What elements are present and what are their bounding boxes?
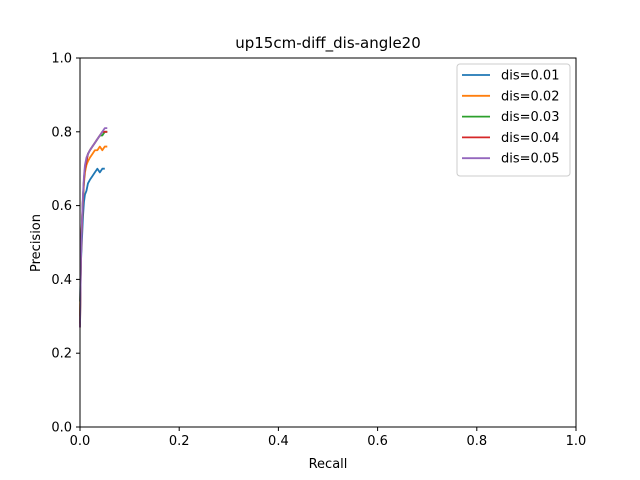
y-tick-label: 0.8 (51, 125, 72, 140)
x-tick-label: 0.8 (466, 434, 487, 449)
plot-area: 0.0 0.2 0.4 0.6 0.8 1.0 0.0 0.2 0.4 0.6 0.8 1.0 (51, 52, 586, 450)
y-tick-label: 0.4 (51, 273, 72, 288)
y-tick-label: 0.6 (51, 199, 72, 214)
legend-label: dis=0.03 (501, 110, 559, 125)
legend-label: dis=0.05 (501, 152, 559, 167)
series-line-5 (79, 127, 108, 328)
legend: dis=0.01 dis=0.02 dis=0.03 dis=0.04 dis=0.05 (456, 63, 571, 177)
x-tick-label: 0.6 (367, 434, 388, 449)
y-tick-label: 0.2 (51, 347, 72, 362)
y-tick-label: 0.0 (51, 421, 72, 436)
axes-frame (79, 57, 577, 428)
legend-box (456, 63, 571, 177)
legend-label: dis=0.02 (501, 89, 559, 104)
chart-title: up15cm-diff_dis-angle20 (235, 34, 421, 53)
y-tick-label: 1.0 (51, 52, 72, 67)
legend-label: dis=0.04 (501, 131, 559, 146)
x-tick-label: 1.0 (566, 434, 587, 449)
x-tick-label: 0.2 (169, 434, 190, 449)
x-tick-label: 0.4 (268, 434, 289, 449)
x-tick-label: 0.0 (70, 434, 91, 449)
y-axis-label: Precision (29, 214, 44, 272)
legend-label: dis=0.01 (501, 69, 559, 84)
x-axis-label: Recall (309, 457, 348, 472)
